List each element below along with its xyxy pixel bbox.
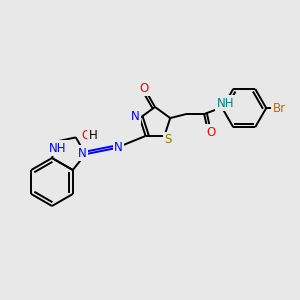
Text: N: N: [130, 110, 139, 123]
Text: S: S: [165, 134, 172, 146]
Text: NH: NH: [217, 97, 234, 110]
Text: H: H: [88, 129, 97, 142]
Text: Br: Br: [273, 102, 286, 115]
Text: O: O: [81, 129, 90, 142]
Text: NH: NH: [49, 142, 67, 155]
Text: O: O: [207, 126, 216, 139]
Text: N: N: [114, 141, 123, 154]
Text: O: O: [140, 82, 148, 94]
Text: N: N: [78, 147, 87, 160]
